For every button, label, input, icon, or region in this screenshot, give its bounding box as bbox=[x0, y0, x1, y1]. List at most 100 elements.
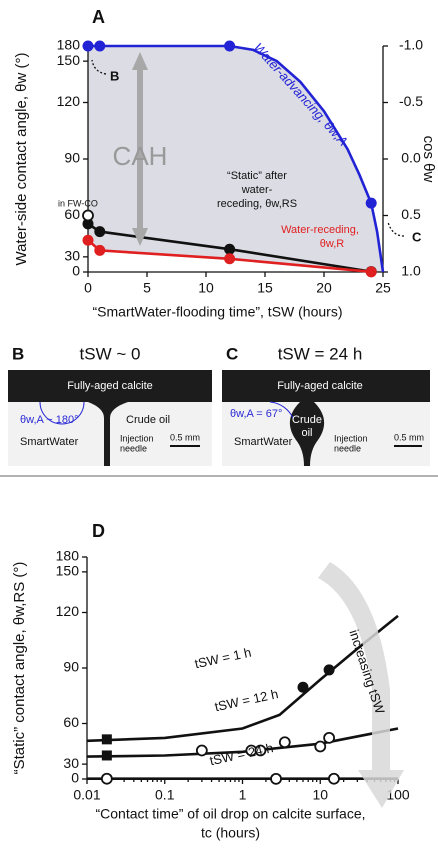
y-tick-label: 120 bbox=[56, 603, 80, 619]
data-point bbox=[101, 750, 112, 761]
fit-line bbox=[86, 727, 399, 758]
data-point bbox=[100, 772, 113, 785]
data-point bbox=[254, 744, 267, 757]
annotation: B bbox=[110, 68, 119, 83]
calcite bbox=[222, 370, 430, 402]
y-tick-label: 30 bbox=[64, 248, 80, 264]
photo-label: Fully-aged calcite bbox=[277, 380, 363, 392]
annotation: receding, θw,RS bbox=[217, 198, 297, 210]
annotation: θw,R bbox=[320, 238, 345, 250]
data-point bbox=[270, 772, 282, 785]
photo-label: needle bbox=[334, 443, 361, 453]
oil-drop bbox=[289, 402, 325, 466]
y-tick-label: 180 bbox=[57, 37, 81, 53]
data-point bbox=[82, 40, 94, 52]
annotation: C bbox=[412, 229, 422, 244]
data-point bbox=[365, 266, 377, 278]
cah-arrow bbox=[132, 52, 148, 246]
fit-line bbox=[86, 614, 399, 743]
photo-label: 0.5 mm bbox=[170, 432, 200, 442]
pointer bbox=[387, 221, 405, 237]
data-point bbox=[314, 740, 327, 753]
data-point bbox=[323, 731, 336, 744]
x-axis-label: “SmartWater-flooding time”, tSW (hours) bbox=[93, 304, 343, 320]
series-label: tSW = 24 h bbox=[208, 740, 274, 768]
x-tick-label: 15 bbox=[257, 280, 273, 296]
x-tick-label: 100 bbox=[386, 787, 410, 803]
data-point bbox=[224, 40, 236, 52]
x-tick-label: 20 bbox=[316, 280, 332, 296]
x-tick-label: 0 bbox=[84, 280, 92, 296]
y2-tick-label: 0.5 bbox=[401, 206, 421, 222]
y-tick-label: 30 bbox=[63, 755, 79, 771]
y-tick-label: 0 bbox=[72, 263, 80, 279]
pointer bbox=[91, 59, 107, 75]
data-point bbox=[94, 244, 106, 256]
data-point bbox=[224, 243, 236, 255]
fit-line bbox=[87, 222, 372, 273]
photo-label: Injection bbox=[334, 433, 368, 443]
photo-label: θw,A = 67° bbox=[230, 408, 282, 420]
photo-title: tSW = 24 h bbox=[278, 344, 363, 363]
photo-label: SmartWater bbox=[234, 436, 293, 448]
panel-label: C bbox=[226, 344, 238, 363]
photo-label: oil bbox=[301, 427, 312, 439]
panel-title: A bbox=[92, 7, 105, 27]
photo-label: needle bbox=[120, 443, 147, 453]
x-tick-label: 5 bbox=[143, 280, 151, 296]
x-tick-label: 1 bbox=[239, 787, 247, 803]
y2-axis-label: cos θw bbox=[420, 136, 437, 183]
x-tick-label: 10 bbox=[198, 280, 214, 296]
y-tick-label: 180 bbox=[56, 548, 80, 564]
annotation: water- bbox=[241, 184, 273, 196]
fit-line bbox=[88, 44, 385, 273]
data-point bbox=[278, 736, 291, 749]
data-point bbox=[297, 681, 309, 693]
fit-line bbox=[87, 239, 372, 274]
panel-label: B bbox=[12, 344, 24, 363]
series-label: tSW = 12 h bbox=[213, 686, 279, 714]
data-point bbox=[328, 772, 340, 785]
annotation: Water-receding, bbox=[281, 224, 359, 236]
angle-arc bbox=[269, 401, 294, 419]
trend-arrow bbox=[318, 562, 404, 808]
data-point bbox=[82, 218, 94, 230]
y-tick-label: 90 bbox=[63, 659, 79, 675]
data-point bbox=[224, 253, 236, 265]
photo-label: Crude bbox=[292, 414, 322, 426]
series-label: tSW = 1 h bbox=[193, 645, 252, 672]
x-axis-label: “Contact time” of oil drop on calcite su… bbox=[95, 806, 365, 822]
oil bbox=[88, 402, 128, 466]
y-tick-label: 150 bbox=[57, 52, 81, 68]
x-axis-label: tc (hours) bbox=[201, 825, 260, 841]
photo-label: Fully-aged calcite bbox=[67, 380, 153, 392]
data-point bbox=[323, 664, 335, 676]
annotation: CAH bbox=[113, 141, 168, 171]
data-point bbox=[365, 197, 377, 209]
x-tick-label: 25 bbox=[375, 280, 391, 296]
x-tick-label: 10 bbox=[312, 787, 328, 803]
x-tick-label: 0.01 bbox=[73, 787, 100, 803]
photo-title: tSW ~ 0 bbox=[80, 344, 141, 363]
panel-title: D bbox=[92, 521, 105, 541]
x-tick-label: 0.1 bbox=[155, 787, 175, 803]
data-point bbox=[94, 40, 106, 52]
y2-tick-label: 1.0 bbox=[401, 263, 421, 279]
photo-label: θw,A ~ 180° bbox=[20, 414, 79, 426]
y2-tick-label: 0.0 bbox=[401, 150, 421, 166]
calcite bbox=[8, 370, 212, 402]
angle-arc bbox=[39, 401, 85, 425]
y-axis-label: Water-side contact angle, θw (°) bbox=[13, 52, 30, 265]
y-tick-label: 150 bbox=[56, 563, 80, 579]
photo-label: 0.5 mm bbox=[394, 432, 424, 442]
y-axis-label: “Static” contact angle, θw,RS (°) bbox=[11, 562, 28, 775]
photo-label: SmartWater bbox=[20, 436, 79, 448]
y-tick-label: 60 bbox=[63, 714, 79, 730]
photo-label: Injection bbox=[120, 433, 154, 443]
data-point bbox=[82, 209, 94, 222]
annotation: in FW-CO bbox=[58, 198, 98, 208]
y2-tick-label: -0.5 bbox=[399, 93, 423, 109]
hysteresis-area bbox=[88, 46, 383, 272]
